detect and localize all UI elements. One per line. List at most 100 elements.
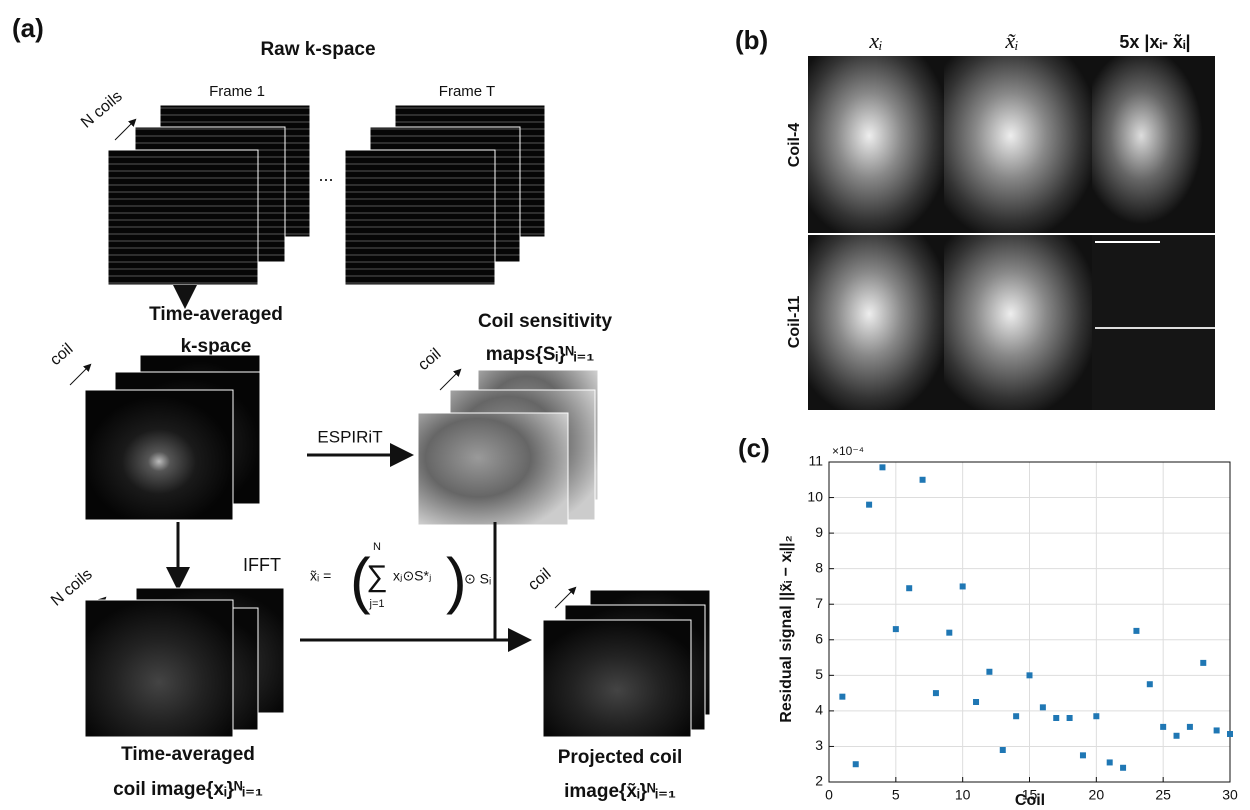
label: coil (415, 346, 444, 374)
row-label: Coil-4 (786, 123, 803, 168)
point (1079, 752, 1086, 759)
formula-sum: ∑ (366, 560, 387, 593)
formula-part: xⱼ⊙S*ⱼ (393, 568, 431, 584)
panel-c: (c) ×10⁻⁴ Coil Residual signal ||x̃ᵢ − x… (738, 433, 1238, 809)
arrow (554, 586, 577, 609)
image-grid (808, 56, 1215, 410)
label: IFFT (243, 555, 281, 575)
y-tick-label: 6 (815, 630, 823, 646)
row-label: Coil-11 (786, 296, 803, 349)
heading: Coil sensitivity (478, 311, 613, 332)
heading: Time-averaged (121, 744, 255, 765)
formula: x̃ᵢ = ( N ∑ j=1 xⱼ⊙S*ⱼ ) ⊙ Sᵢ (310, 541, 491, 615)
panel-label: (c) (738, 433, 770, 463)
x-tick-label: 15 (1022, 787, 1038, 803)
label: Frame 1 (209, 83, 265, 100)
arrow (439, 368, 462, 391)
point (852, 761, 859, 768)
kspace-stack (84, 354, 261, 521)
heading: image{x̃ᵢ}ᴺᵢ₌₁ (564, 781, 676, 802)
point (959, 583, 966, 590)
point (866, 501, 873, 508)
formula-part: N (373, 541, 381, 553)
x-tick-label: 20 (1089, 787, 1105, 803)
point (1013, 713, 1020, 720)
y-tick-label: 5 (815, 666, 823, 682)
label: coil (47, 341, 76, 369)
arrow (114, 118, 137, 141)
point (1173, 732, 1180, 739)
column-header: x̃ᵢ (1004, 28, 1018, 53)
y-axis-label: Residual signal ||x̃ᵢ − xᵢ||₂ (778, 535, 795, 722)
point (1146, 681, 1153, 688)
x-tick-label: 30 (1222, 787, 1238, 803)
heading: k-space (181, 336, 252, 357)
point (1213, 727, 1220, 734)
point (919, 476, 926, 483)
x-tick-label: 5 (892, 787, 900, 803)
y-tick-label: 10 (807, 488, 823, 504)
label: Frame T (439, 83, 495, 100)
point (946, 629, 953, 636)
y-tick-label: 11 (808, 453, 823, 469)
label: N coils (78, 88, 126, 132)
point (1133, 627, 1140, 634)
y-tick-label: 7 (815, 595, 823, 611)
point (1053, 715, 1060, 721)
panel-b: (b) xᵢ x̃ᵢ 5x |xᵢ- x̃ᵢ| Coil-4 Coil-11 (735, 25, 1215, 410)
y-tick-label: 8 (815, 559, 823, 575)
point (906, 585, 913, 592)
x-tick-label: 10 (955, 787, 971, 803)
y-tick-label: 2 (815, 773, 823, 789)
point (892, 626, 899, 633)
label: coil (525, 566, 554, 594)
panel-label: (b) (735, 25, 768, 55)
heading: Raw k-space (260, 39, 375, 60)
column-header: xᵢ (868, 28, 882, 53)
column-header: 5x |xᵢ- x̃ᵢ| (1119, 32, 1190, 52)
label: ... (318, 165, 333, 185)
projected-stack (542, 589, 711, 738)
point (932, 690, 939, 697)
point (999, 747, 1006, 753)
sensitivity-stack (417, 369, 599, 526)
image-stack (84, 587, 285, 738)
heading: Time-averaged (149, 304, 283, 325)
point (1200, 659, 1207, 666)
point (839, 693, 846, 700)
heading: maps{Sᵢ}ᴺᵢ₌₁ (486, 344, 595, 365)
formula-part: j=1 (369, 598, 385, 610)
point (1039, 704, 1046, 711)
point (1120, 764, 1127, 771)
arrow (69, 363, 92, 386)
point (1106, 759, 1113, 766)
point (1066, 715, 1073, 721)
y-tick-label: 4 (815, 702, 823, 718)
heading: Projected coil (558, 747, 683, 768)
point (879, 464, 886, 471)
y-tick-label: 9 (815, 524, 823, 540)
panel-a: (a) Raw k-space N coils Frame 1 Frame T … (12, 13, 711, 802)
point (1026, 672, 1033, 679)
x-axis-label: Coil (1015, 792, 1045, 809)
label: ESPIRiT (317, 427, 382, 446)
point (1227, 731, 1233, 737)
formula-part: ⊙ Sᵢ (464, 571, 491, 587)
axis-multiplier: ×10⁻⁴ (832, 444, 864, 458)
point (973, 699, 980, 705)
point (1160, 723, 1167, 730)
point (1093, 713, 1100, 720)
formula-part: x̃ᵢ = (310, 568, 331, 584)
x-tick-label: 0 (825, 787, 833, 803)
y-tick-label: 3 (815, 737, 823, 753)
formula-bracket: ( (350, 546, 371, 615)
heading: coil image{xᵢ}ᴺᵢ₌₁ (113, 779, 263, 800)
point (986, 668, 993, 675)
frame-stack (107, 104, 546, 286)
x-tick-label: 25 (1155, 787, 1171, 803)
axes-box (828, 461, 1231, 783)
formula-bracket: ) (446, 546, 467, 615)
point (1186, 723, 1193, 730)
panel-label: (a) (12, 13, 44, 43)
